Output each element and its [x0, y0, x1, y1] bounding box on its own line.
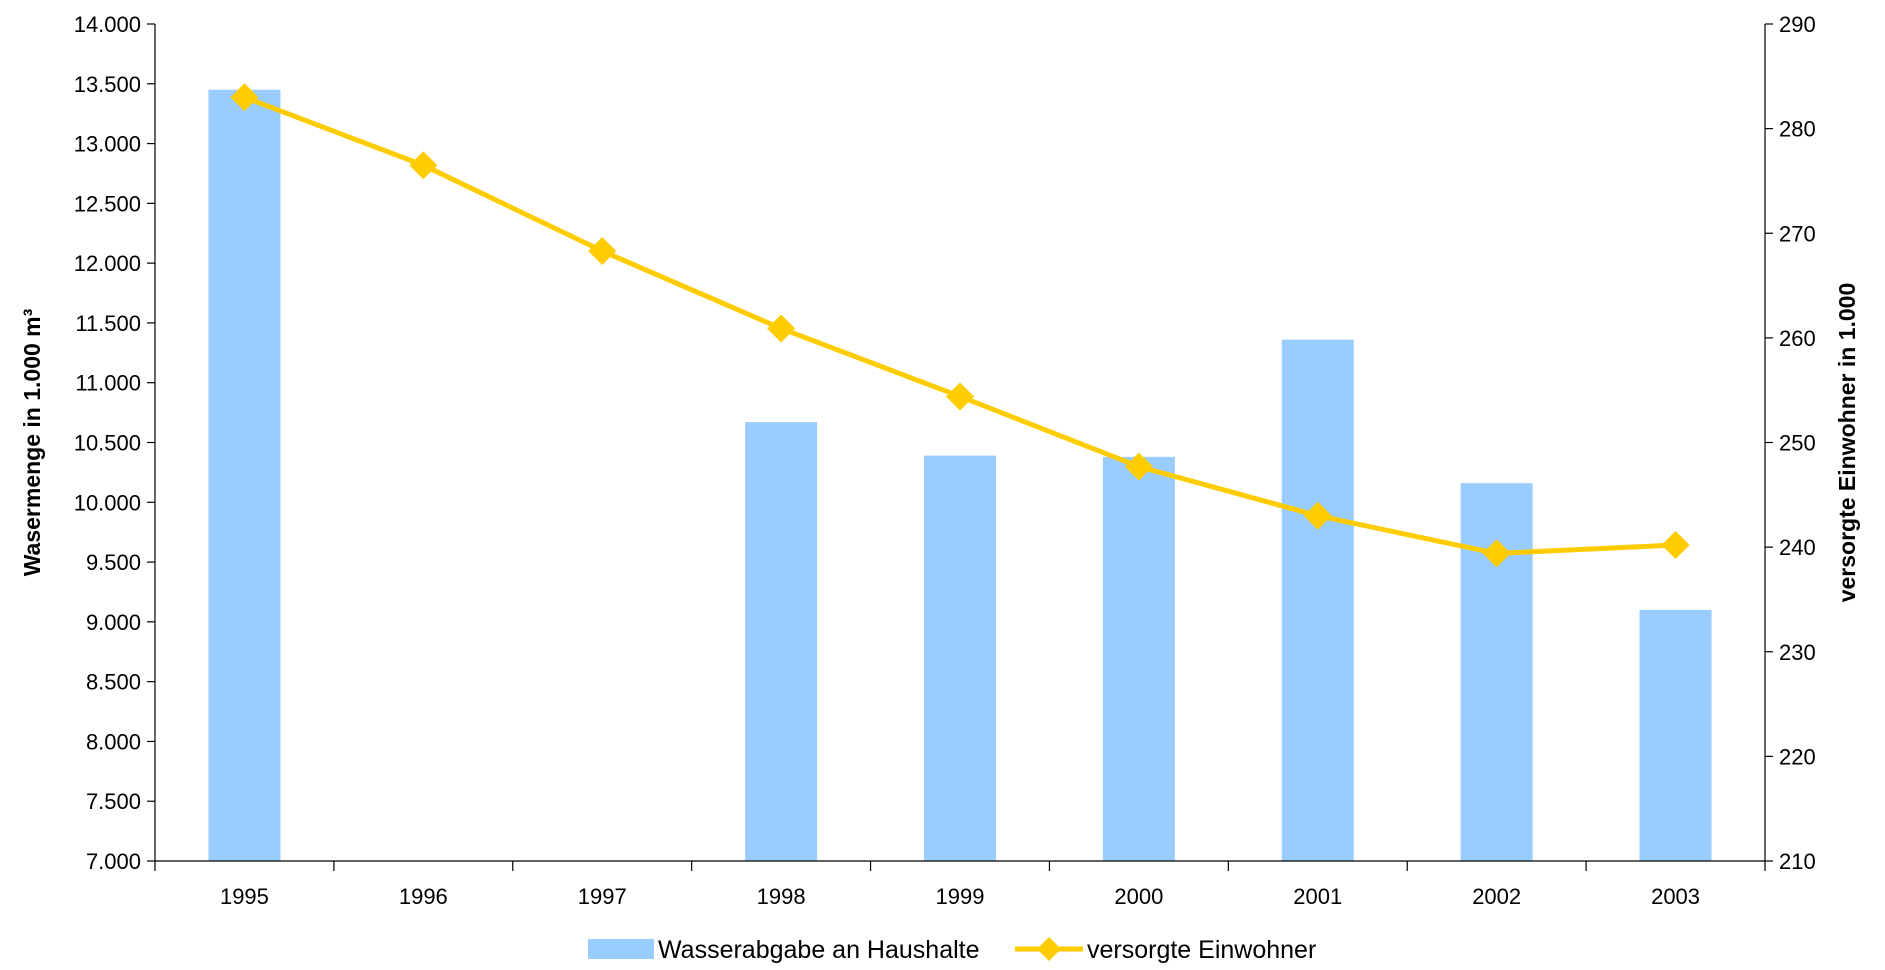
bar-series-group — [208, 89, 1712, 861]
line-point-2002 — [1482, 539, 1511, 568]
bar-1998 — [745, 422, 818, 861]
right-tick-label: 280 — [1779, 117, 1816, 142]
tick-labels-group: 7.000 7.500 8.000 8.500 9.000 9.500 10.000 10.5… — [74, 12, 1816, 909]
line-point-1999 — [946, 382, 974, 411]
right-tick-label: 230 — [1779, 640, 1816, 665]
right-tick-label: 290 — [1779, 12, 1816, 37]
x-tick-label-1997: 1997 — [578, 884, 627, 909]
x-tick-label-1995: 1995 — [220, 884, 269, 909]
line-series-group — [230, 83, 1690, 568]
left-tick-label: 9.500 — [86, 550, 141, 575]
line-point-2000 — [1124, 452, 1153, 481]
bar-2001 — [1281, 339, 1354, 861]
left-tick-label: 7.000 — [86, 849, 141, 874]
left-tick-label: 8.000 — [86, 729, 141, 754]
x-tick-label-2003: 2003 — [1651, 884, 1700, 909]
right-tick-label: 240 — [1779, 535, 1816, 560]
left-axis-title: Wasermenge in 1.000 m³ — [19, 308, 45, 576]
bar-1995 — [208, 89, 281, 861]
left-tick-label: 7.500 — [86, 789, 141, 814]
left-tick-label: 11.500 — [75, 311, 141, 336]
left-tick-label: 11.000 — [75, 371, 141, 396]
left-tick-label: 10.500 — [74, 431, 141, 456]
axes-group — [147, 23, 1773, 871]
line-point-2003 — [1661, 531, 1690, 560]
line-point-1997 — [588, 237, 617, 266]
left-tick-label: 12.000 — [74, 251, 141, 276]
x-tick-label-2002: 2002 — [1472, 884, 1521, 909]
right-tick-label: 250 — [1779, 431, 1816, 456]
bar-2000 — [1102, 456, 1175, 861]
left-tick-label: 14.000 — [74, 12, 141, 37]
right-tick-label: 260 — [1779, 326, 1816, 351]
line-point-1998 — [767, 314, 796, 343]
line-point-2001 — [1303, 501, 1332, 530]
legend-label-line: versorgte Einwohner — [1087, 936, 1316, 964]
left-tick-label: 13.500 — [74, 72, 141, 97]
left-tick-label: 10.000 — [74, 490, 141, 515]
x-tick-label-1996: 1996 — [399, 884, 448, 909]
bar-1999 — [924, 455, 996, 861]
right-axis-title: versorgte Einwohner in 1.000 — [1834, 283, 1860, 603]
legend: Wasserabgabe an Haushalte versorgte Einwo… — [588, 936, 1316, 964]
legend-swatch-marker — [1037, 937, 1061, 961]
x-tick-label-2001: 2001 — [1293, 884, 1342, 909]
x-tick-label-1999: 1999 — [936, 884, 985, 909]
right-tick-label: 210 — [1779, 849, 1816, 874]
x-tick-label-1998: 1998 — [757, 884, 806, 909]
line-point-1996 — [409, 151, 438, 180]
left-tick-label: 9.000 — [86, 610, 141, 635]
x-tick-label-2000: 2000 — [1114, 884, 1163, 909]
line-point-1995 — [230, 83, 259, 112]
bar-2003 — [1639, 609, 1712, 861]
legend-label-bar: Wasserabgabe an Haushalte — [658, 936, 980, 964]
right-tick-label: 220 — [1779, 744, 1816, 769]
left-tick-label: 13.000 — [74, 132, 141, 157]
left-tick-label: 12.500 — [74, 191, 141, 216]
left-tick-label: 8.500 — [86, 670, 141, 695]
legend-swatch-bar — [588, 939, 654, 959]
right-tick-label: 270 — [1779, 221, 1816, 246]
